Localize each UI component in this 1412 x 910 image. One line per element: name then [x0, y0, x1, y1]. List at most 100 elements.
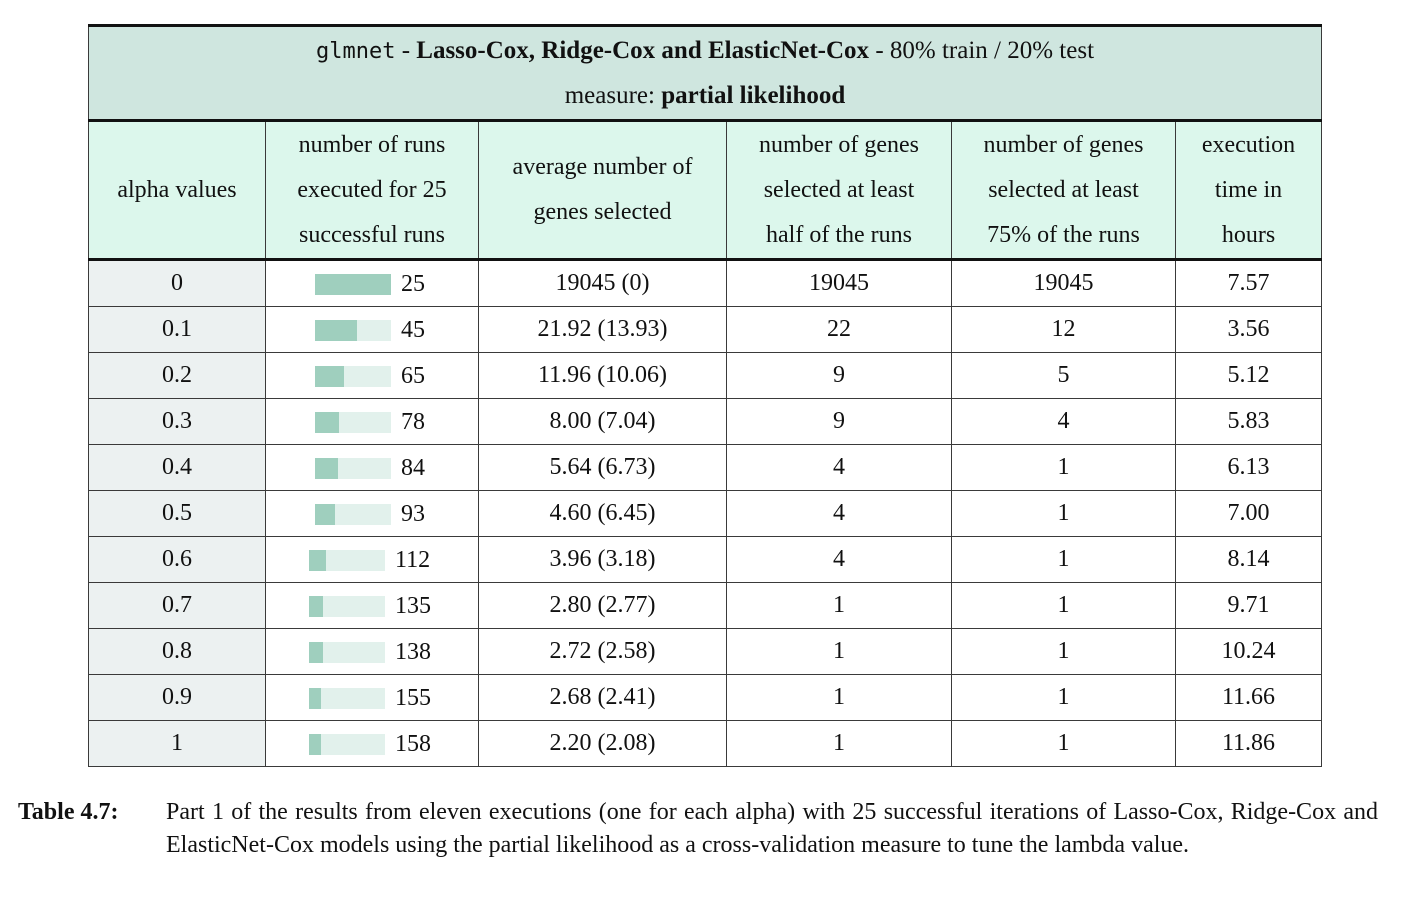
runs-bar-group: 45	[315, 315, 429, 345]
header-line: selected at least	[988, 176, 1139, 203]
runs-bar-track	[315, 457, 391, 479]
title-measure-value: partial likelihood	[661, 81, 846, 109]
table-row: 0.2 65 11.96 (10.06) 9 5 5.12	[88, 352, 1322, 399]
table-row: 0.5 93 4.60 (6.45) 4 1 7.00	[88, 490, 1322, 537]
runs-bar-group: 158	[309, 729, 435, 759]
cell-exec-time: 11.86	[1175, 720, 1322, 767]
runs-bar-fill	[315, 273, 391, 295]
cell-avg-genes: 21.92 (13.93)	[478, 306, 727, 353]
cell-avg-genes: 19045 (0)	[478, 259, 727, 307]
runs-bar-group: 135	[309, 591, 435, 621]
cell-alpha: 0.3	[88, 398, 266, 445]
cell-avg-genes: 11.96 (10.06)	[478, 352, 727, 399]
cell-genes-half: 1	[726, 720, 952, 767]
header-line: genes selected	[533, 199, 672, 225]
runs-value: 65	[401, 362, 425, 389]
runs-value: 84	[401, 454, 425, 481]
cell-genes-half: 4	[726, 444, 952, 491]
runs-value: 78	[401, 408, 425, 435]
runs-value: 138	[395, 638, 431, 665]
runs-bar-track	[309, 595, 385, 617]
header-line: successful runs	[299, 221, 445, 248]
cell-alpha: 0.2	[88, 352, 266, 399]
cell-avg-genes: 4.60 (6.45)	[478, 490, 727, 537]
runs-value: 158	[395, 730, 431, 757]
results-table: glmnet - Lasso-Cox, Ridge-Cox and Elasti…	[88, 24, 1322, 767]
cell-genes-75: 1	[951, 720, 1176, 767]
cell-exec-time: 6.13	[1175, 444, 1322, 491]
runs-bar-fill	[309, 687, 322, 709]
runs-bar-track	[315, 319, 391, 341]
runs-bar-track	[315, 411, 391, 433]
runs-bar-fill	[315, 365, 345, 387]
runs-value: 112	[395, 546, 431, 573]
runs-bar-track	[309, 549, 385, 571]
column-header-alpha: alpha values	[88, 120, 266, 261]
cell-runs: 78	[265, 398, 479, 445]
cell-alpha: 0	[88, 259, 266, 307]
title-measure-label: measure:	[564, 81, 662, 109]
runs-bar-fill	[315, 503, 336, 525]
table-row: 0.7 135 2.80 (2.77) 1 1 9.71	[88, 582, 1322, 629]
table-row: 0.1 45 21.92 (13.93) 22 12 3.56	[88, 306, 1322, 353]
runs-bar-track	[309, 733, 385, 755]
cell-genes-half: 19045	[726, 259, 952, 307]
cell-exec-time: 7.57	[1175, 259, 1322, 307]
title-separator: -	[869, 36, 890, 64]
runs-value: 135	[395, 592, 431, 619]
cell-runs: 84	[265, 444, 479, 491]
cell-genes-half: 9	[726, 398, 952, 445]
header-line: number of genes	[983, 131, 1144, 158]
column-header-genes-half: number of genes selected at least half of …	[726, 120, 952, 261]
cell-exec-time: 8.14	[1175, 536, 1322, 583]
runs-bar-group: 155	[309, 683, 435, 713]
runs-value: 93	[401, 500, 425, 527]
table-row: 1 158 2.20 (2.08) 1 1 11.86	[88, 720, 1322, 767]
cell-runs: 25	[265, 259, 479, 307]
title-code: glmnet	[315, 38, 396, 64]
cell-genes-half: 22	[726, 306, 952, 353]
table-caption: Table 4.7: Part 1 of the results from el…	[18, 796, 1378, 862]
header-line: 75% of the runs	[987, 221, 1140, 248]
cell-genes-half: 4	[726, 536, 952, 583]
cell-genes-75: 1	[951, 582, 1176, 629]
column-header-runs: number of runs executed for 25 successful …	[265, 120, 479, 261]
runs-bar-group: 78	[315, 407, 429, 437]
runs-bar-group: 93	[315, 499, 429, 529]
cell-genes-75: 1	[951, 444, 1176, 491]
runs-bar-track	[309, 641, 385, 663]
cell-exec-time: 5.83	[1175, 398, 1322, 445]
table-row: 0.6 112 3.96 (3.18) 4 1 8.14	[88, 536, 1322, 583]
header-line: hours	[1221, 221, 1276, 248]
cell-runs: 158	[265, 720, 479, 767]
cell-genes-half: 4	[726, 490, 952, 537]
cell-genes-75: 1	[951, 490, 1176, 537]
cell-exec-time: 3.56	[1175, 306, 1322, 353]
cell-genes-75: 5	[951, 352, 1176, 399]
cell-alpha: 0.7	[88, 582, 266, 629]
cell-avg-genes: 3.96 (3.18)	[478, 536, 727, 583]
runs-bar-track	[315, 503, 391, 525]
cell-alpha: 0.8	[88, 628, 266, 675]
table-row: 0.4 84 5.64 (6.73) 4 1 6.13	[88, 444, 1322, 491]
runs-value: 155	[395, 684, 431, 711]
cell-exec-time: 7.00	[1175, 490, 1322, 537]
cell-runs: 138	[265, 628, 479, 675]
header-row: alpha values number of runs executed for 2…	[88, 120, 1322, 261]
cell-genes-75: 12	[951, 306, 1176, 353]
cell-genes-half: 1	[726, 628, 952, 675]
header-line: time in	[1214, 176, 1283, 203]
runs-value: 25	[401, 270, 425, 297]
header-line: alpha values	[117, 176, 237, 203]
caption-text: Part 1 of the results from eleven execut…	[166, 799, 1378, 858]
cell-alpha: 0.1	[88, 306, 266, 353]
table-row: 0.9 155 2.68 (2.41) 1 1 11.66	[88, 674, 1322, 721]
column-header-genes-75: number of genes selected at least 75% of t…	[951, 120, 1176, 261]
cell-alpha: 0.5	[88, 490, 266, 537]
cell-genes-half: 1	[726, 674, 952, 721]
runs-bar-fill	[315, 411, 340, 433]
cell-runs: 135	[265, 582, 479, 629]
table-row: 0 25 19045 (0) 19045 19045 7.57	[88, 259, 1322, 307]
cell-genes-75: 19045	[951, 259, 1176, 307]
cell-runs: 65	[265, 352, 479, 399]
